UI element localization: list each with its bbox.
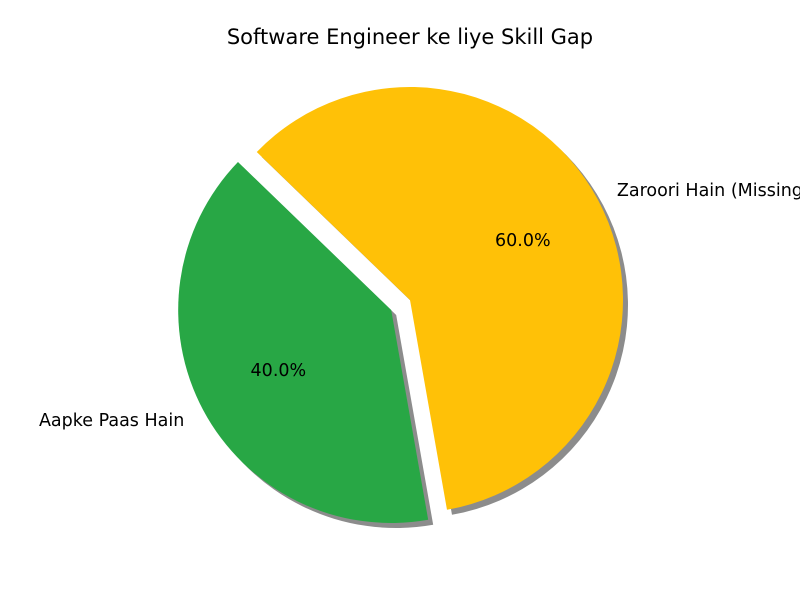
percent-label-zaroori-hain-missing: 60.0% [495, 231, 551, 251]
pie-slices [178, 86, 624, 523]
pie-slice-zaroori-hain-missing [256, 86, 624, 510]
percent-label-aapke-paas-hain: 40.0% [251, 361, 307, 381]
slice-labels: Aapke Paas Hain 40.0% Zaroori Hain (Missin… [39, 181, 800, 431]
category-label-aapke-paas-hain: Aapke Paas Hain [39, 411, 184, 431]
pie-slice-aapke-paas-hain [178, 162, 429, 523]
category-label-zaroori-hain-missing: Zaroori Hain (Missing) [617, 181, 800, 201]
chart-title: Software Engineer ke liye Skill Gap [227, 25, 593, 49]
